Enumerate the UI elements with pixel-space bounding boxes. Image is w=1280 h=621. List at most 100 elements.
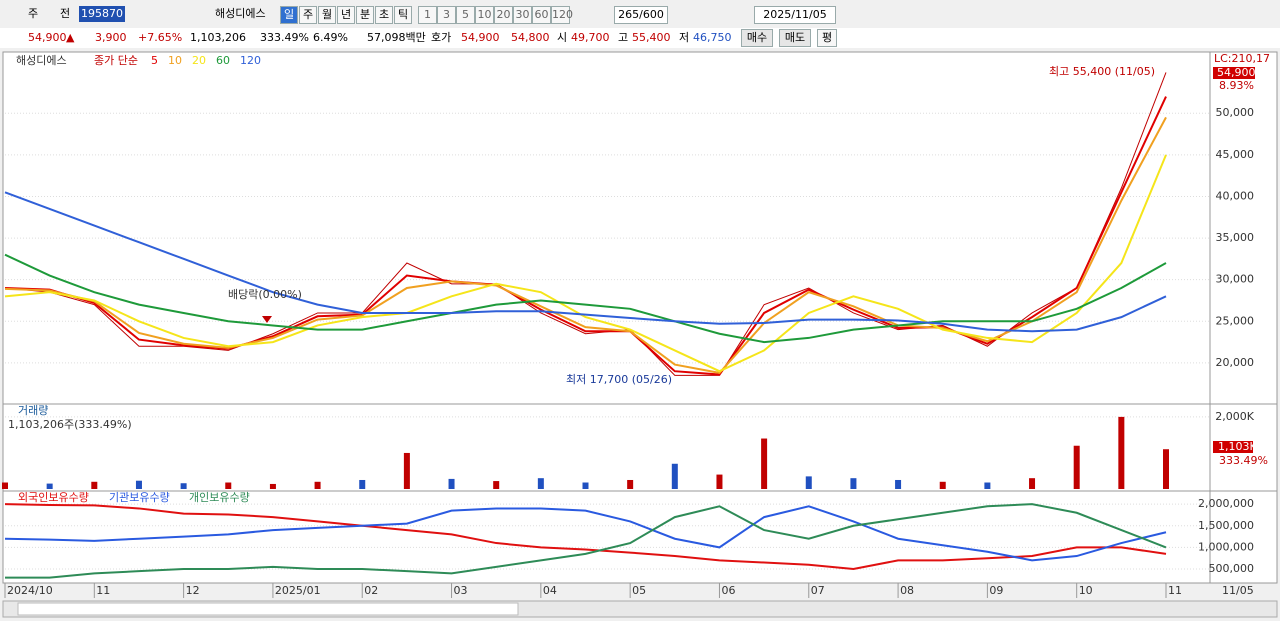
quote-volume: 1,103,206 xyxy=(190,31,246,44)
quote-volume-pct: 333.49% xyxy=(260,31,309,44)
volume-bar xyxy=(939,481,946,489)
y-tick-label: 30,000 xyxy=(1216,273,1255,286)
x-tick-label: 07 xyxy=(811,584,825,597)
x-tick-label: 2024/10 xyxy=(7,584,53,597)
y-tick-label: 500,000 xyxy=(1209,562,1255,575)
period-button[interactable]: 초 xyxy=(375,6,393,24)
y-tick-label: 45,000 xyxy=(1216,148,1255,161)
series-line xyxy=(4,191,1167,333)
high-label: 최고 55,400 (11/05) xyxy=(1049,65,1155,78)
period-button[interactable]: 틱 xyxy=(394,6,412,24)
quote-arrow: ▲ xyxy=(66,31,75,44)
volume-bar xyxy=(1118,416,1125,489)
last-volume-box xyxy=(1213,441,1253,453)
pane xyxy=(2,403,1278,492)
series-line xyxy=(4,96,1167,376)
interval-button[interactable]: 120 xyxy=(551,6,573,24)
period-button[interactable]: 년 xyxy=(337,6,355,24)
quote-change: 3,900 xyxy=(95,31,127,44)
y-tick-label: 2,000K xyxy=(1215,410,1254,423)
avg-button[interactable]: 평 xyxy=(817,29,837,47)
series-line xyxy=(4,253,1167,344)
quote-bid-label: 호가 xyxy=(431,31,452,44)
volume-bar xyxy=(1029,478,1036,489)
count[interactable]: 265/600 xyxy=(614,6,668,24)
series-line xyxy=(4,505,1167,562)
quote-ask: 54,900 xyxy=(461,31,500,44)
volume-bar xyxy=(91,481,98,489)
period-button[interactable]: 월 xyxy=(318,6,336,24)
low-label: 최저 17,700 (05/26) xyxy=(566,373,672,386)
legend-entry: 개인보유수량 xyxy=(189,491,250,504)
x-tick-label: 05 xyxy=(632,584,646,597)
last-price-box xyxy=(1213,67,1255,79)
volume-bar xyxy=(180,483,187,489)
interval-button[interactable]: 1 xyxy=(418,6,437,24)
x-tick-label: 12 xyxy=(186,584,200,597)
volume-bar xyxy=(46,483,53,489)
volume-bar xyxy=(1163,449,1169,489)
last-pct: 8.93% xyxy=(1219,79,1254,92)
period-button[interactable]: 일 xyxy=(280,6,298,24)
close-line xyxy=(4,72,1167,376)
sell-button[interactable]: 매도 xyxy=(779,29,811,47)
x-tick-label: 02 xyxy=(364,584,378,597)
interval-button[interactable]: 10 xyxy=(475,6,494,24)
period-button[interactable]: 주 xyxy=(299,6,317,24)
quote-high-label: 고 xyxy=(618,31,629,44)
volume-bar xyxy=(850,478,857,489)
y-tick-label: 2,000,000 xyxy=(1198,497,1254,510)
quote-turnover-pct: 6.49% xyxy=(313,31,348,44)
interval-button[interactable]: 60 xyxy=(532,6,551,24)
x-end-label: 11/05 xyxy=(1222,584,1254,597)
volume-bar xyxy=(716,474,723,489)
prev[interactable]: 전 xyxy=(60,7,71,20)
quote-low: 46,750 xyxy=(693,31,732,44)
pane-title: 거래량 xyxy=(18,404,48,417)
x-tick-label: 03 xyxy=(454,584,468,597)
quote-amount: 57,098백만 xyxy=(367,31,426,44)
quote-bid: 54,800 xyxy=(511,31,550,44)
volume-bar xyxy=(448,478,455,489)
volume-summary: 1,103,206주(333.49%) xyxy=(8,418,132,431)
code-input[interactable]: 195870 xyxy=(79,6,125,22)
quote-open-label: 시 xyxy=(557,31,568,44)
quote-bar xyxy=(0,28,1280,48)
x-tick-label: 09 xyxy=(989,584,1003,597)
series-line xyxy=(4,154,1167,373)
y-tick-label: 1,000,000 xyxy=(1198,540,1254,553)
series-line xyxy=(5,503,1167,579)
x-tick-label: 08 xyxy=(900,584,914,597)
series-line xyxy=(4,116,1167,374)
quote-high: 55,400 xyxy=(632,31,671,44)
volume-bar xyxy=(627,479,634,489)
pane xyxy=(2,51,1278,405)
volume-bar xyxy=(135,480,142,489)
legend-entry: 60 xyxy=(216,54,230,67)
pane-title: 해성디에스 xyxy=(16,53,67,67)
y-tick-label: 20,000 xyxy=(1216,356,1255,369)
market[interactable]: 주 xyxy=(28,7,39,20)
x-tick-label: 2025/01 xyxy=(275,584,321,597)
period-button[interactable]: 분 xyxy=(356,6,374,24)
buy-button[interactable]: 매수 xyxy=(741,29,773,47)
volume-bar xyxy=(225,482,232,489)
y-tick-label: 1,500,000 xyxy=(1198,519,1254,532)
y-tick-label: 40,000 xyxy=(1216,189,1255,202)
quote-change-pct: +7.65% xyxy=(138,31,183,44)
last-price: 54,900 xyxy=(1217,66,1256,79)
date[interactable]: 2025/11/05 xyxy=(754,6,836,24)
interval-button[interactable]: 5 xyxy=(456,6,475,24)
x-tick-label: 06 xyxy=(721,584,735,597)
volume-bar xyxy=(2,482,8,489)
volume-bar xyxy=(403,452,410,489)
legend-entry: 20 xyxy=(192,54,206,67)
interval-button[interactable]: 30 xyxy=(513,6,532,24)
last-volume-pct: 333.49% xyxy=(1219,454,1268,467)
interval-button[interactable]: 3 xyxy=(437,6,456,24)
interval-button[interactable]: 20 xyxy=(494,6,513,24)
volume-bar xyxy=(1073,445,1080,489)
volume-bar xyxy=(493,481,500,489)
